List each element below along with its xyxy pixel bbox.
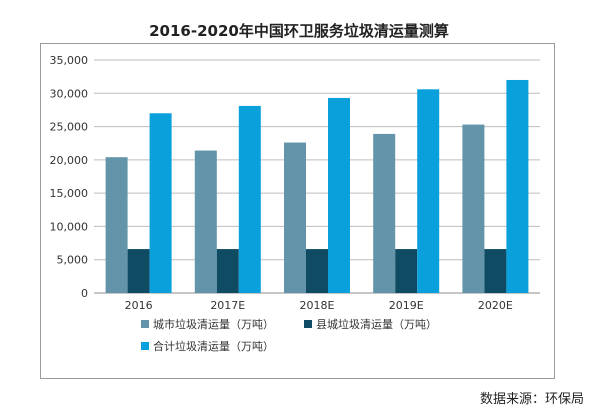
x-tick-label: 2018E (300, 299, 335, 312)
bar-3 (328, 97, 350, 293)
bar-2 (216, 249, 239, 293)
chart-title: 2016-2020年中国环卫服务垃圾清运量测算 (149, 22, 449, 40)
x-tick-label: 2019E (389, 299, 424, 312)
bar-1 (373, 133, 396, 293)
y-tick-label: 35,000 (50, 54, 89, 67)
bar-1 (194, 150, 217, 293)
bar-3 (506, 79, 529, 293)
y-tick-label: 30,000 (50, 87, 89, 100)
bar-2 (395, 249, 418, 293)
legend-label: 合计垃圾清运量（万吨） (153, 339, 274, 353)
legend-label: 城市垃圾清运量（万吨） (153, 317, 274, 331)
chart-frame: 0 5,000 10,000 15,000 20,000 25,000 30,000 35,0… (40, 43, 555, 379)
bar-2 (127, 249, 150, 293)
x-tick-label: 2020E (478, 299, 513, 312)
bar-1 (105, 157, 128, 293)
y-tick-label: 25,000 (50, 121, 89, 134)
bar-3 (149, 113, 172, 293)
x-tick-label: 2017E (210, 299, 245, 312)
bar-2 (306, 249, 328, 293)
legend-swatch (141, 320, 149, 328)
legend-swatch (304, 320, 312, 328)
y-tick-label: 20,000 (50, 154, 89, 167)
bar-1 (284, 142, 306, 293)
bar-2 (484, 249, 507, 293)
legend-swatch (141, 342, 149, 350)
bar-1 (462, 124, 485, 294)
bar-chart: 0 5,000 10,000 15,000 20,000 25,000 30,000 35,0… (50, 54, 540, 353)
y-tick-label: 0 (81, 287, 88, 300)
y-tick-label: 5,000 (57, 254, 89, 267)
bar-3 (238, 105, 261, 293)
bar-3 (417, 89, 440, 293)
y-tick-label: 10,000 (50, 220, 89, 233)
legend-label: 县城垃圾清运量（万吨） (316, 317, 437, 331)
data-source-note: 数据来源：环保局 (479, 392, 584, 407)
x-tick-label: 2016 (125, 299, 153, 312)
y-tick-label: 15,000 (50, 187, 89, 200)
